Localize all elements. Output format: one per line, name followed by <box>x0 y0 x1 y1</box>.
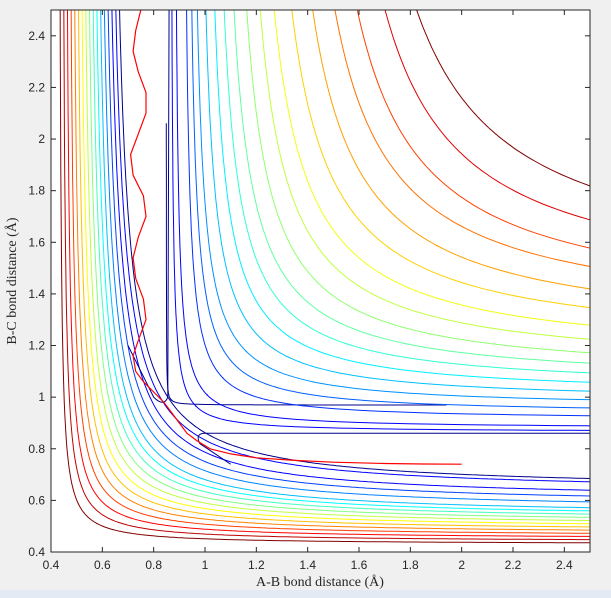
contour-line <box>85 10 590 522</box>
x-tick-label: 1 <box>202 558 209 572</box>
y-tick-label: 2.4 <box>28 29 45 43</box>
x-tick-label: 2.2 <box>505 558 522 572</box>
contour-line <box>259 10 590 340</box>
x-tick-label: 1.4 <box>299 558 316 572</box>
y-tick-label: 1.2 <box>28 339 45 353</box>
y-tick-label: 2 <box>38 132 45 146</box>
contour-line <box>205 10 590 392</box>
contour-line <box>246 10 590 354</box>
contour-line <box>196 10 590 401</box>
y-tick-label: 1.6 <box>28 235 45 249</box>
contour-line <box>197 432 590 465</box>
y-tick-label: 2.2 <box>28 80 45 94</box>
y-tick-label: 1 <box>38 390 45 404</box>
contour-line <box>291 10 590 309</box>
contour-line <box>63 10 590 541</box>
contour-line <box>107 10 590 497</box>
y-tick-label: 0.6 <box>28 493 45 507</box>
x-tick-label: 0.4 <box>43 558 60 572</box>
x-tick-label: 1.2 <box>248 558 265 572</box>
contour-line <box>416 10 590 187</box>
contour-line <box>78 10 590 528</box>
contour-lines <box>59 10 590 544</box>
trajectory-line <box>130 10 462 465</box>
contour-line <box>89 10 590 518</box>
contour-line <box>186 10 590 417</box>
x-axis-label: A-B bond distance (Å) <box>256 574 384 590</box>
contour-line <box>356 10 590 249</box>
contour-line <box>81 10 590 525</box>
axes-box <box>50 9 591 553</box>
y-tick-label: 0.4 <box>28 545 45 559</box>
contour-line <box>92 10 590 515</box>
contour-line <box>214 10 590 383</box>
contour-line <box>100 10 590 509</box>
contour-line <box>111 10 590 491</box>
x-tick-label: 0.8 <box>145 558 162 572</box>
contour-line <box>119 10 590 479</box>
contour-line <box>175 10 590 427</box>
contour-line <box>96 10 590 512</box>
contour-line <box>233 10 590 364</box>
contour-line <box>273 10 590 326</box>
contour-line <box>223 10 590 374</box>
y-axis-label: B-C bond distance (Å) <box>4 217 20 344</box>
x-tick-label: 2.4 <box>556 558 573 572</box>
contour-line <box>384 10 590 221</box>
x-tick-label: 2 <box>458 558 465 572</box>
contour-line <box>191 10 590 409</box>
window-bottom-strip <box>0 590 611 598</box>
trajectory-layer <box>130 10 462 465</box>
contour-line <box>103 10 590 503</box>
contour-line <box>312 10 590 290</box>
contour-line <box>127 10 170 403</box>
x-tick-label: 1.8 <box>402 558 419 572</box>
y-tick-label: 0.8 <box>28 442 45 456</box>
x-tick-label: 1.6 <box>351 558 368 572</box>
contour-line <box>70 10 590 534</box>
contour-line <box>74 10 590 531</box>
contour-line <box>334 10 590 267</box>
contour-line <box>171 10 590 431</box>
x-tick-label: 0.6 <box>94 558 111 572</box>
y-tick-label: 1.8 <box>28 184 45 198</box>
contour-line <box>165 123 447 406</box>
axis-ticks: 0.4 0.6 0.8 1 1.2 1.4 1.6 1.8 2 2.2 2.4 0.4 0.6 0.8 1 1… <box>28 10 590 572</box>
contour-line <box>66 10 590 537</box>
y-tick-label: 1.4 <box>28 287 45 301</box>
contour-line <box>59 10 590 544</box>
contour-line <box>115 10 590 483</box>
